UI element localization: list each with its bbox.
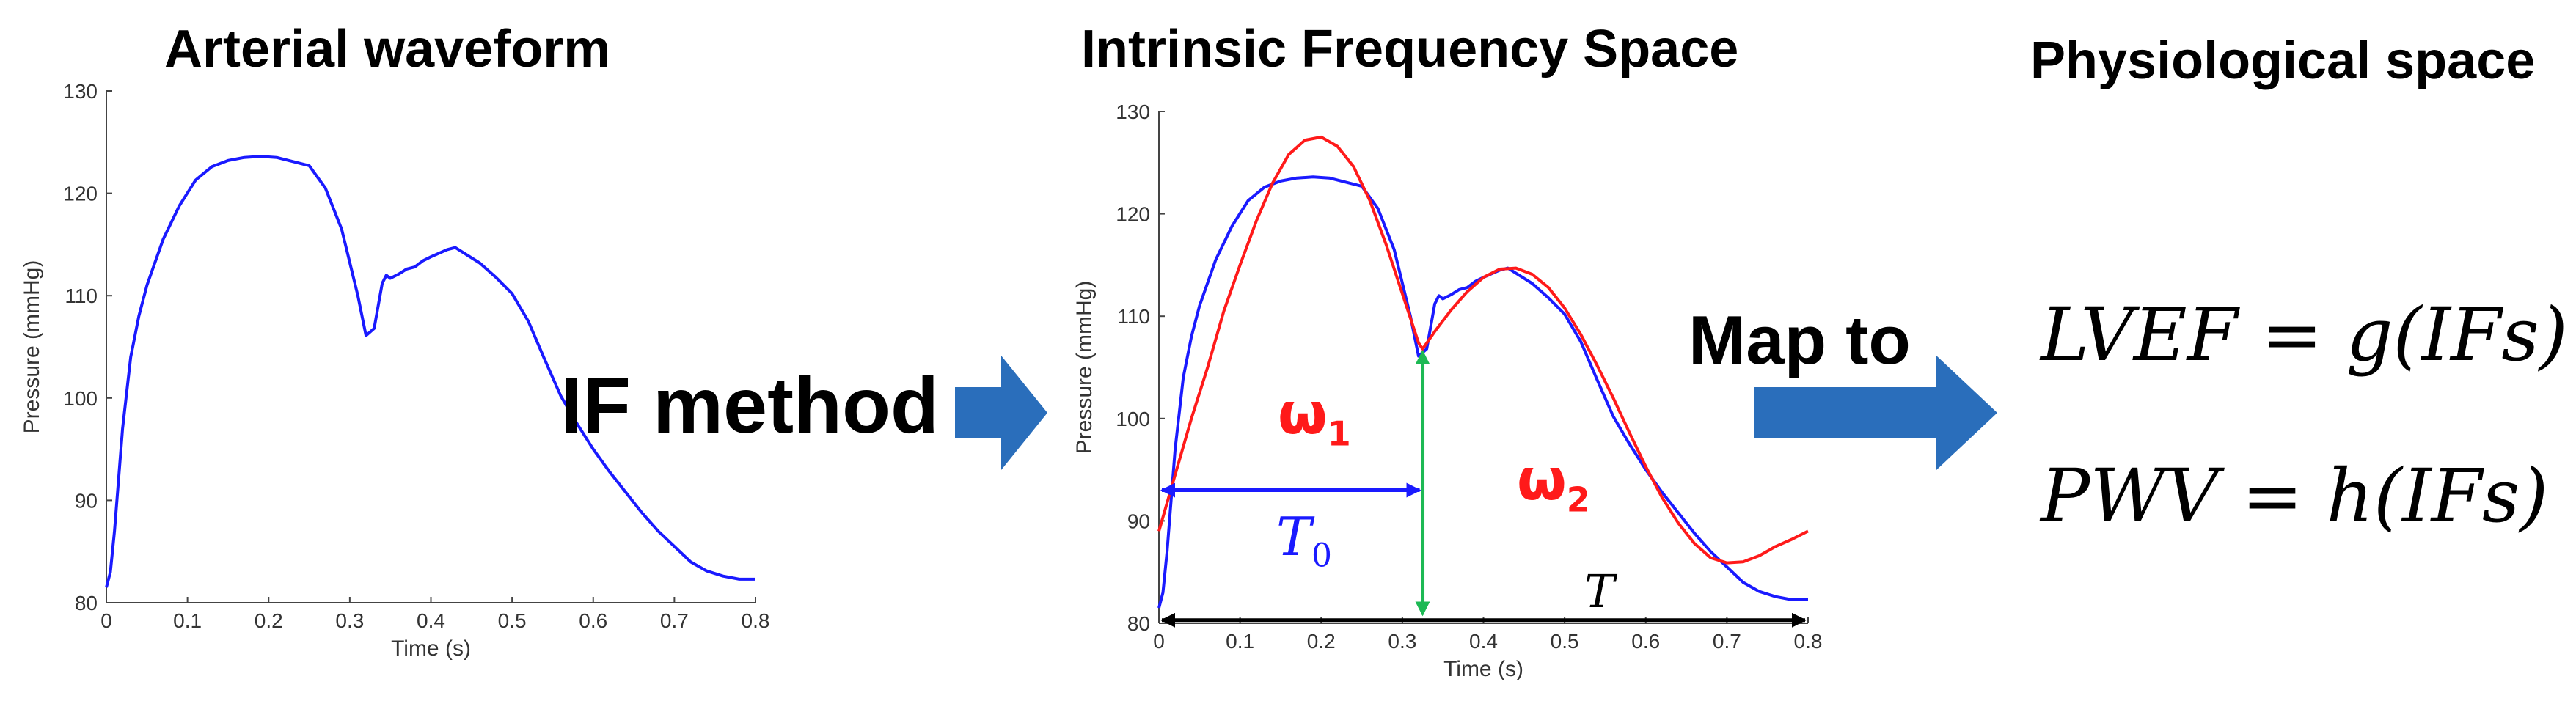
- y-tick-label: 80: [75, 592, 98, 614]
- y-tick-label: 100: [63, 387, 98, 410]
- series-line-1: [105, 155, 755, 588]
- x-tick-label: 0.1: [1226, 630, 1254, 653]
- x-axis-label: Time (s): [391, 636, 471, 661]
- y-tick-label: 110: [1117, 305, 1150, 328]
- x-tick-label: 0.5: [498, 609, 527, 632]
- pwv-formula: PWV = h(IFs): [2041, 453, 2549, 539]
- x-axis-label: Time (s): [1443, 657, 1523, 681]
- y-tick-label: 110: [65, 285, 98, 307]
- x-tick-label: 0.3: [335, 609, 364, 632]
- x-tick-label: 0.4: [1469, 630, 1498, 653]
- x-tick-label: 0.6: [1631, 630, 1660, 653]
- omega2-label: ω2: [1517, 447, 1590, 520]
- x-tick-label: 0.5: [1551, 630, 1579, 653]
- lvef-formula: LVEF = g(IFs): [2041, 292, 2568, 378]
- right-panel-title: Physiological space: [2030, 32, 2536, 90]
- t0-label: T0: [1276, 506, 1333, 575]
- x-tick-label: 0.8: [1794, 630, 1823, 653]
- y-tick-label: 130: [1116, 100, 1150, 123]
- x-tick-label: 0.2: [1307, 630, 1336, 653]
- left-panel-title: Arterial waveform: [164, 20, 611, 78]
- y-axis-label: Pressure (mmHg): [1072, 281, 1097, 455]
- y-tick-label: 120: [1116, 203, 1150, 226]
- x-tick-label: 0: [1153, 630, 1165, 653]
- omega1-label: ω1: [1278, 381, 1351, 454]
- y-tick-label: 80: [1127, 612, 1150, 635]
- x-tick-label: 0.4: [417, 609, 445, 632]
- y-tick-label: 90: [75, 489, 98, 512]
- y-axis-label: Pressure (mmHg): [20, 260, 44, 434]
- y-tick-label: 100: [1116, 408, 1150, 430]
- x-tick-label: 0.7: [1713, 630, 1741, 653]
- middle-panel-title: Intrinsic Frequency Space: [1081, 20, 1739, 78]
- x-tick-label: 0.1: [173, 609, 202, 632]
- x-tick-label: 0.6: [579, 609, 607, 632]
- y-tick-label: 90: [1127, 510, 1150, 532]
- x-tick-label: 0.7: [660, 609, 689, 632]
- y-tick-label: 130: [63, 80, 98, 103]
- t-label: T: [1584, 565, 1615, 618]
- x-tick-label: 0.8: [742, 609, 770, 632]
- series-line-2: [1157, 135, 1809, 565]
- x-tick-label: 0: [100, 609, 112, 632]
- y-tick-label: 120: [63, 183, 98, 205]
- map-to-label: Map to: [1688, 301, 1911, 378]
- if-method-label: IF method: [560, 361, 939, 449]
- x-tick-label: 0.2: [255, 609, 283, 632]
- x-tick-label: 0.3: [1388, 630, 1416, 653]
- series-line-1: [1157, 175, 1808, 609]
